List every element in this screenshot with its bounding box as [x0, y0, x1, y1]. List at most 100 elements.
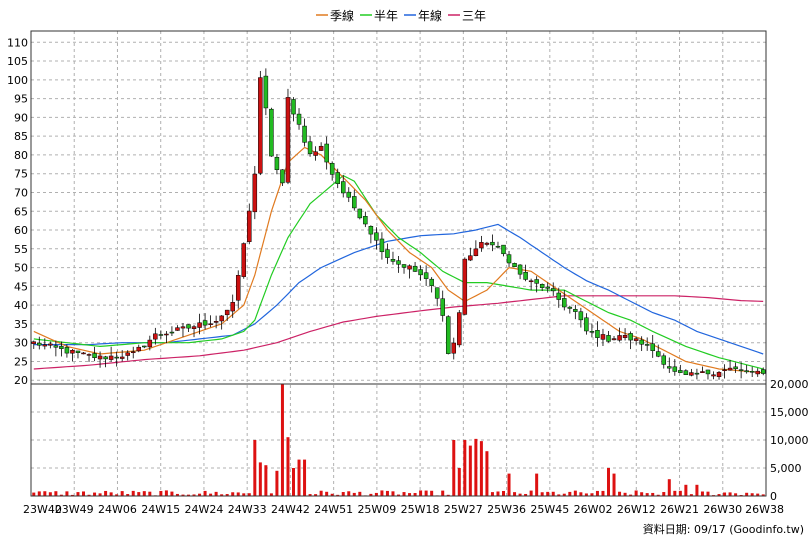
candle-body: [280, 169, 285, 184]
candle-body: [186, 324, 191, 329]
volume-bar: [689, 494, 693, 496]
volume-bar: [352, 492, 356, 496]
candlestick-series: [31, 68, 766, 380]
volume-bar: [502, 490, 505, 496]
candle-body: [142, 345, 147, 348]
volume-bar: [463, 440, 467, 496]
candle-body: [655, 351, 661, 357]
price-tick-label: 100: [7, 74, 28, 87]
volume-bar: [518, 493, 522, 496]
chart-legend: 季線 半年 年線 三年: [316, 8, 486, 23]
volume-bar: [573, 490, 577, 496]
candle-body: [484, 242, 490, 245]
volume-bar: [220, 494, 224, 496]
week-tick-label: 26W30: [703, 503, 742, 516]
price-tick-label: 65: [14, 205, 28, 218]
candle-body: [512, 263, 517, 267]
price-tick-label: 105: [7, 55, 28, 68]
ma-3year-line: [33, 295, 764, 370]
candle-body: [434, 287, 440, 299]
candle-body: [545, 286, 550, 289]
volume-bar: [247, 493, 251, 496]
candle-body: [42, 344, 48, 347]
week-tick-label: 24W06: [98, 503, 137, 516]
candle-body: [164, 333, 169, 336]
volume-bar: [325, 491, 329, 496]
price-tick-label: 20: [14, 374, 28, 387]
candle-body: [644, 344, 650, 346]
legend-label: 半年: [374, 9, 398, 23]
volume-bar: [65, 491, 69, 496]
candle-body: [539, 284, 545, 288]
candle-body: [241, 243, 247, 277]
candle-body: [517, 264, 523, 275]
candle-body: [412, 265, 418, 272]
volume-bar: [662, 492, 666, 496]
volume-bar: [159, 490, 163, 496]
candle-body: [744, 370, 749, 373]
candle-body: [705, 369, 711, 375]
volume-bar: [275, 470, 279, 496]
candle-body: [208, 323, 213, 325]
candle-body: [31, 341, 37, 344]
candle-body: [550, 288, 556, 292]
volume-bar: [640, 492, 644, 496]
week-tick-label: 26W02: [574, 503, 613, 516]
week-tick-label: 23W40: [23, 503, 62, 516]
volume-bar: [750, 493, 754, 496]
candle-body: [628, 333, 633, 341]
candle-body: [191, 326, 197, 329]
week-tick-label: 24W24: [185, 503, 224, 516]
candle-body: [48, 343, 53, 346]
candle-body: [224, 309, 230, 316]
volume-bar: [419, 490, 423, 496]
candle-body: [269, 108, 274, 157]
candle-body: [103, 356, 108, 360]
volume-bar: [126, 494, 130, 496]
volume-bar: [468, 445, 472, 496]
candle-body: [125, 352, 130, 356]
candle-body: [81, 352, 86, 355]
volume-tick-label: 20,000: [770, 378, 808, 391]
week-tick-label: 25W18: [401, 503, 440, 516]
candle-body: [490, 241, 495, 246]
volume-bar: [413, 493, 417, 496]
volume-bar: [408, 493, 412, 496]
price-tick-label: 45: [14, 280, 28, 293]
volume-bar: [175, 493, 179, 496]
candle-body: [379, 238, 385, 253]
candle-body: [340, 181, 346, 194]
volume-bar: [380, 490, 384, 496]
candle-body: [567, 306, 573, 309]
volume-bar: [457, 468, 461, 496]
volume-bar: [286, 437, 290, 496]
candle-body: [760, 369, 766, 374]
week-tick-label: 25W36: [487, 503, 526, 516]
volume-bar: [280, 384, 284, 496]
candle-body: [501, 244, 506, 255]
volume-bar: [723, 492, 727, 496]
candle-body: [523, 271, 528, 280]
candle-body: [667, 366, 672, 369]
candle-body: [589, 331, 595, 333]
candle-body: [457, 312, 462, 346]
candle-body: [451, 342, 457, 354]
candle-body: [235, 275, 241, 301]
axes: 110 105 100 95 90 85 80 75 70 65 60 55 50 45 40 35 30 25 2…: [7, 30, 808, 516]
week-tick-label: 26W21: [660, 503, 699, 516]
volume-tick-label: 10,000: [770, 434, 808, 447]
candle-body: [147, 339, 153, 348]
volume-bar: [601, 490, 605, 496]
volume-bar: [336, 494, 340, 496]
candle-body: [639, 339, 644, 345]
week-tick-label: 26W12: [617, 503, 656, 516]
volume-bar: [87, 494, 91, 496]
volume-bar: [43, 491, 47, 496]
volume-bar: [142, 491, 146, 496]
week-tick-label: 24W51: [314, 503, 353, 516]
plot-frame: [30, 30, 767, 497]
volume-bar: [756, 493, 760, 496]
volume-bar: [347, 491, 351, 496]
price-tick-label: 30: [14, 337, 28, 350]
candle-body: [252, 173, 258, 213]
